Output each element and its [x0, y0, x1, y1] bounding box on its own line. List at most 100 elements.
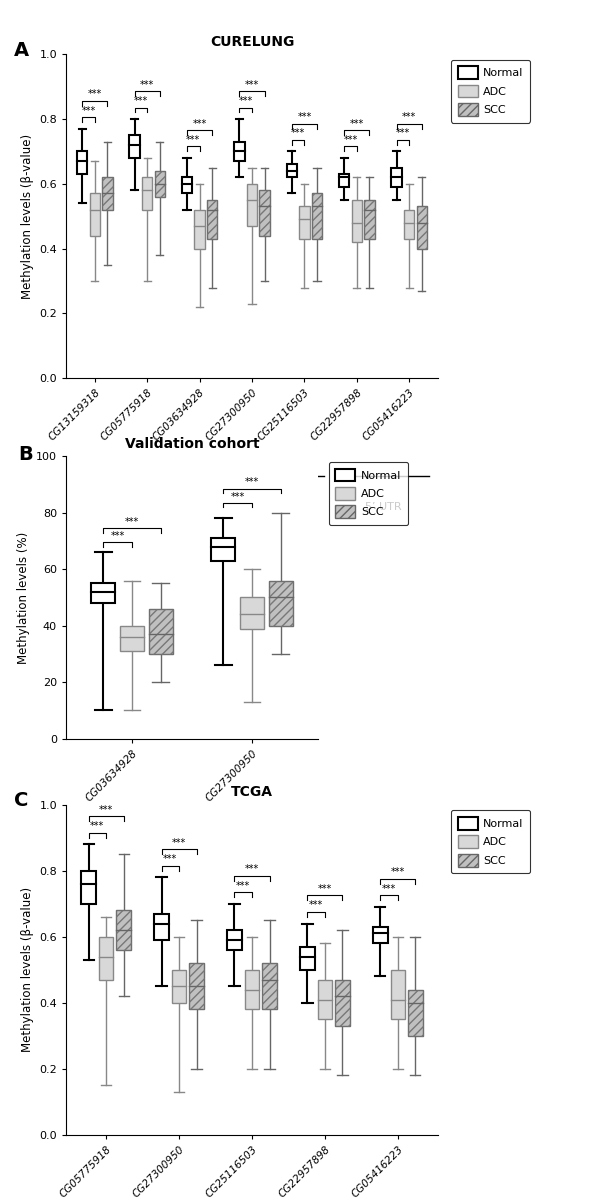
Y-axis label: Methylation levels (β-value): Methylation levels (β-value): [20, 888, 34, 1052]
Text: ***: ***: [343, 135, 358, 145]
Text: TSS 200: TSS 200: [229, 502, 275, 512]
Bar: [416, 207, 427, 249]
Bar: [91, 584, 115, 603]
Text: ***: ***: [391, 867, 405, 877]
Bar: [120, 626, 144, 651]
Legend: Normal, ADC, SCC: Normal, ADC, SCC: [451, 60, 530, 123]
Text: ***: ***: [245, 478, 259, 488]
Bar: [182, 178, 192, 193]
Bar: [352, 199, 362, 243]
Text: ***: ***: [125, 516, 139, 527]
Text: ***: ***: [291, 129, 305, 138]
Bar: [259, 190, 270, 235]
Bar: [116, 910, 131, 950]
Y-axis label: Methylation levels (β-value): Methylation levels (β-value): [20, 133, 34, 299]
Text: ***: ***: [90, 821, 104, 831]
Bar: [408, 990, 422, 1035]
Bar: [335, 980, 350, 1026]
Bar: [227, 930, 242, 950]
Text: ***: ***: [245, 79, 259, 90]
Bar: [408, 990, 422, 1035]
Text: ***: ***: [82, 106, 95, 115]
Title: CURELUNG: CURELUNG: [210, 35, 294, 49]
Bar: [172, 970, 187, 1003]
Bar: [82, 871, 96, 903]
Bar: [364, 199, 374, 239]
Bar: [99, 937, 113, 980]
Bar: [245, 970, 259, 1009]
Bar: [287, 165, 297, 178]
Text: ***: ***: [99, 805, 113, 814]
Text: ***: ***: [318, 884, 332, 894]
Bar: [155, 171, 165, 197]
Bar: [130, 135, 140, 157]
Text: 5’ UTR: 5’ UTR: [365, 502, 401, 512]
Bar: [391, 167, 402, 187]
Text: TSS 1500: TSS 1500: [95, 502, 147, 512]
Bar: [207, 199, 217, 239]
Text: ***: ***: [88, 89, 102, 100]
Bar: [149, 609, 173, 653]
Bar: [77, 151, 88, 174]
Bar: [335, 980, 350, 1026]
Bar: [142, 178, 152, 210]
Text: ***: ***: [245, 864, 259, 874]
Bar: [299, 207, 310, 239]
Bar: [102, 178, 113, 210]
Bar: [404, 210, 415, 239]
Bar: [207, 199, 217, 239]
Text: ***: ***: [186, 135, 200, 145]
Bar: [262, 963, 277, 1009]
Bar: [211, 538, 235, 561]
Bar: [339, 174, 349, 187]
Bar: [240, 598, 264, 628]
Bar: [391, 970, 405, 1020]
Bar: [89, 193, 100, 235]
Text: ***: ***: [297, 112, 311, 123]
Bar: [312, 193, 322, 239]
Bar: [259, 190, 270, 235]
Text: C: C: [14, 791, 28, 811]
Text: ***: ***: [396, 129, 410, 138]
Bar: [194, 210, 205, 249]
Text: TSS 200: TSS 200: [169, 846, 215, 856]
Legend: Normal, ADC, SCC: Normal, ADC, SCC: [451, 811, 530, 873]
Bar: [269, 580, 293, 626]
Text: ***: ***: [236, 880, 250, 891]
Text: ***: ***: [382, 884, 396, 894]
Text: ***: ***: [110, 531, 125, 540]
Text: ***: ***: [230, 491, 245, 502]
Text: ***: ***: [193, 119, 207, 129]
Text: ***: ***: [309, 901, 323, 910]
Bar: [312, 193, 322, 239]
Text: ***: ***: [172, 837, 186, 848]
Bar: [155, 171, 165, 197]
Text: ***: ***: [134, 96, 148, 106]
Bar: [300, 946, 315, 970]
Bar: [373, 927, 388, 944]
Text: ***: ***: [163, 854, 178, 865]
Text: ***: ***: [402, 112, 416, 123]
Bar: [317, 980, 332, 1020]
Bar: [269, 580, 293, 626]
Bar: [262, 963, 277, 1009]
Text: ***: ***: [140, 79, 154, 90]
Bar: [154, 914, 169, 940]
Bar: [116, 910, 131, 950]
Text: ***: ***: [350, 119, 364, 129]
Y-axis label: Methylation levels (%): Methylation levels (%): [17, 531, 31, 664]
Bar: [189, 963, 204, 1009]
Bar: [364, 199, 374, 239]
Bar: [102, 178, 113, 210]
Bar: [234, 142, 245, 161]
Bar: [189, 963, 204, 1009]
Bar: [149, 609, 173, 653]
Legend: Normal, ADC, SCC: Normal, ADC, SCC: [329, 462, 408, 525]
Text: B: B: [18, 446, 33, 464]
Title: Validation cohort: Validation cohort: [125, 437, 259, 452]
Bar: [416, 207, 427, 249]
Bar: [247, 184, 257, 226]
Title: TCGA: TCGA: [231, 785, 273, 800]
Text: A: A: [14, 41, 29, 60]
Text: ***: ***: [239, 96, 253, 106]
